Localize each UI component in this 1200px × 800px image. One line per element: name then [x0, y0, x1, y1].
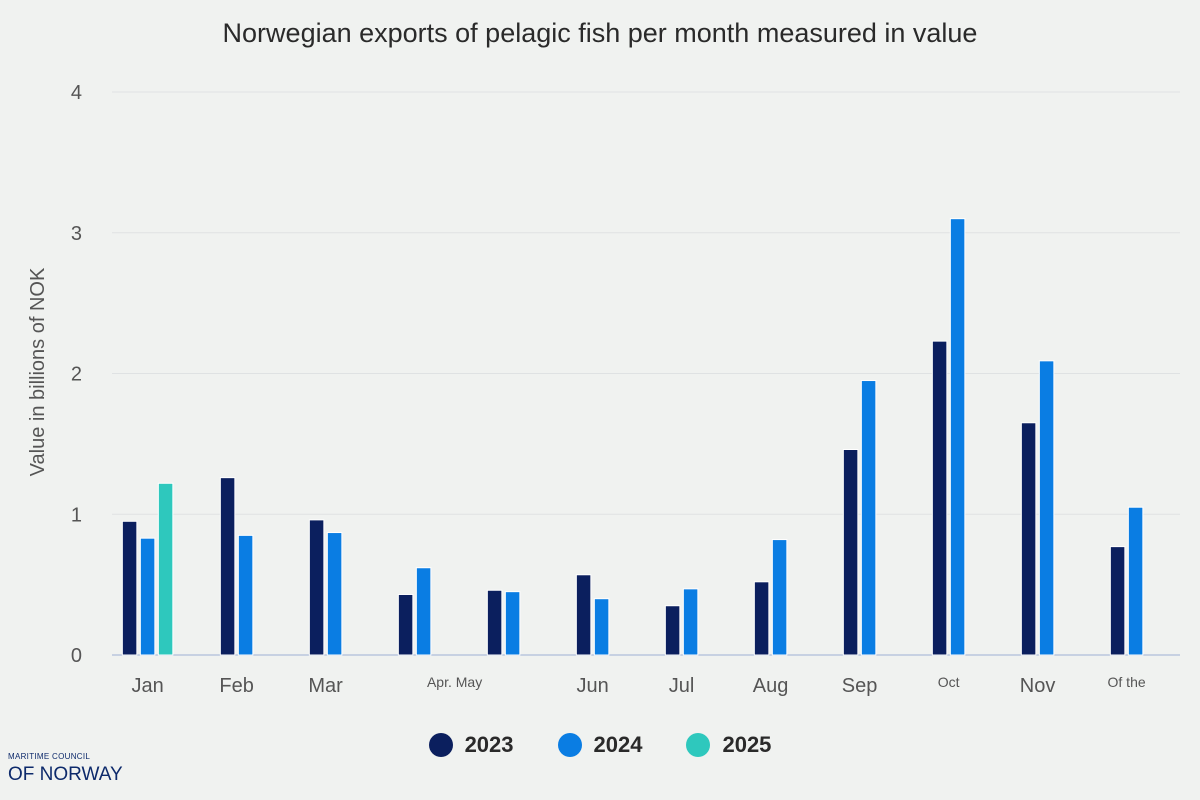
- bar-2024-Jan: [139, 537, 156, 656]
- bar-2023-Jul: [664, 605, 681, 656]
- bar-2024-Sep: [860, 380, 877, 656]
- bar-2024-Jun: [593, 598, 610, 656]
- chart-title: Norwegian exports of pelagic fish per mo…: [222, 18, 978, 48]
- y-tick-label: 4: [71, 82, 82, 104]
- legend-item-2025[interactable]: 2025: [686, 732, 771, 758]
- legend-item-2023[interactable]: 2023: [428, 732, 514, 758]
- bar-2024-Nov: [1038, 360, 1055, 656]
- x-tick-label: Aug: [753, 675, 789, 697]
- bar-2023-Of the: [1109, 546, 1126, 656]
- bar-2024-Jul: [682, 588, 699, 656]
- y-tick-labels: 0 1 2 3 4: [71, 82, 82, 667]
- bar-2023-Apr. May: [397, 593, 414, 656]
- bar-2023-Aug: [753, 581, 770, 656]
- bar-2024-Apr. May: [415, 567, 432, 656]
- x-tick-label: Jan: [131, 675, 163, 697]
- y-axis-label: Value in billions of NOK: [27, 267, 49, 476]
- legend-swatch-2024: [557, 733, 582, 757]
- x-tick-label: Apr. May: [427, 674, 482, 690]
- x-tick-label: Jul: [669, 675, 695, 697]
- y-tick-label: 2: [71, 364, 82, 386]
- bar-2024-Mar: [326, 532, 343, 656]
- legend-swatch-2025: [686, 733, 711, 757]
- legend-label-2023: 2023: [464, 732, 514, 757]
- x-tick-label: Sep: [842, 675, 878, 697]
- x-tick-label: Mar: [308, 675, 343, 697]
- bar-2023-Sep: [842, 449, 859, 656]
- bar-2024-Aug: [771, 539, 788, 656]
- y-tick-label: 0: [71, 645, 82, 667]
- legend-swatch-2023: [428, 733, 453, 757]
- x-tick-label: Oct: [938, 674, 960, 690]
- bar-2025-Jan: [157, 482, 174, 656]
- bar-2023-Nov: [1020, 422, 1037, 656]
- y-tick-label: 1: [71, 504, 82, 526]
- x-tick-label: Nov: [1020, 675, 1056, 697]
- legend-label-2025: 2025: [722, 732, 772, 757]
- x-tick-label: Of the: [1108, 674, 1146, 690]
- legend-item-2024[interactable]: 2024: [557, 732, 643, 758]
- y-tick-label: 3: [71, 223, 82, 245]
- bar-2023-Oct: [931, 340, 948, 656]
- bar-2023-blank: [486, 589, 503, 656]
- grid-lines: [112, 91, 1180, 656]
- bars: [121, 218, 1144, 656]
- legend: 2023 2024 2025: [0, 732, 1200, 758]
- x-tick-labels: Jan Feb Mar Apr. May Jun Jul Aug Sep Oct Nov Of th…: [131, 674, 1145, 697]
- bar-2023-Mar: [308, 519, 325, 656]
- bar-2024-Feb: [237, 534, 254, 656]
- bar-2024-blank: [504, 591, 521, 656]
- bar-2024-Of the: [1127, 506, 1144, 656]
- bar-2023-Jan: [121, 520, 138, 656]
- x-tick-label: Jun: [576, 675, 608, 697]
- bar-2023-Jun: [575, 574, 592, 656]
- bar-2023-Feb: [219, 477, 236, 656]
- bar-2024-Oct: [949, 218, 966, 656]
- brand-logo-line2: OF NORWAY: [8, 764, 123, 785]
- brand-logo: MARITIME COUNCIL OF NORWAY: [8, 752, 123, 786]
- brand-logo-line1: MARITIME COUNCIL: [8, 752, 91, 761]
- legend-label-2024: 2024: [593, 732, 643, 757]
- x-tick-label: Feb: [219, 675, 253, 697]
